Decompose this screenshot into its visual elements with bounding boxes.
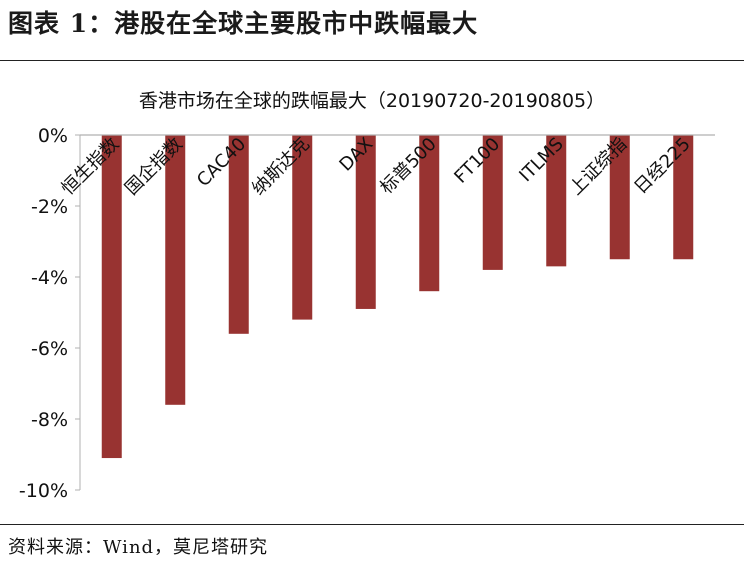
bar-1 xyxy=(101,135,122,459)
bar-2 xyxy=(165,135,186,405)
y-tick-label: -8% xyxy=(31,409,68,431)
source-note: 资料来源：Wind，莫尼塔研究 xyxy=(8,537,269,558)
top-rule xyxy=(0,60,744,61)
bar-3 xyxy=(228,135,249,334)
chart-title: 香港市场在全球的跌幅最大（20190720-20190805） xyxy=(138,90,606,112)
bar-8 xyxy=(546,135,567,267)
bar-10 xyxy=(673,135,694,260)
bar-7 xyxy=(482,135,503,270)
bottom-rule xyxy=(0,524,744,525)
bar-9 xyxy=(609,135,630,260)
bar-6 xyxy=(419,135,440,292)
y-tick-label: -6% xyxy=(31,338,68,360)
bar-4 xyxy=(292,135,313,320)
y-tick-label: -10% xyxy=(19,480,68,502)
y-tick-label: -2% xyxy=(31,196,68,218)
bar-5 xyxy=(355,135,376,309)
y-tick-label: -4% xyxy=(31,267,68,289)
y-tick-label: 0% xyxy=(38,125,68,147)
figure-title: 图表 1：港股在全球主要股市中跌幅最大 xyxy=(8,9,479,38)
